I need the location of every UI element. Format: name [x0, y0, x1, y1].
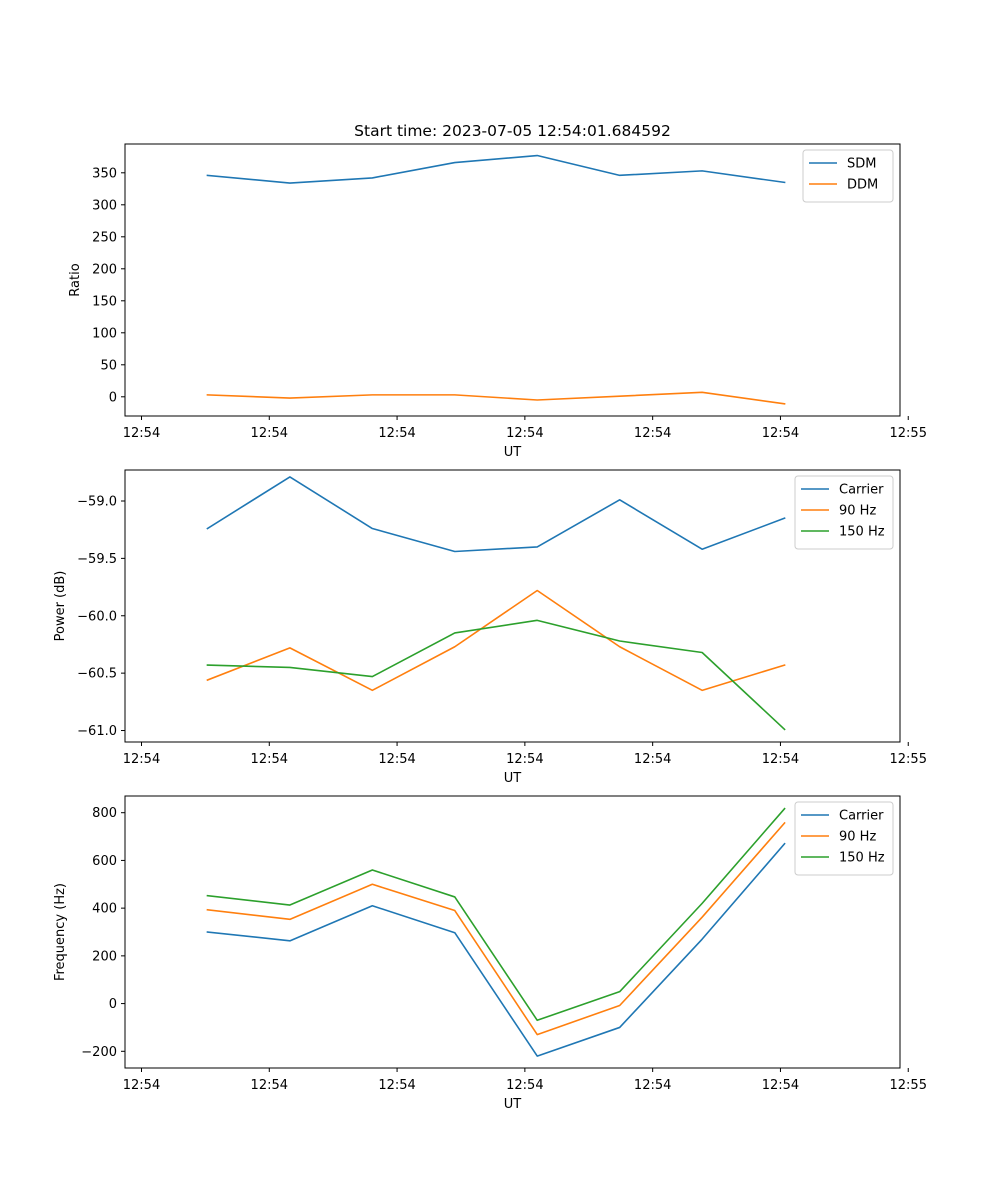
- series-line-sdm: [206, 154, 786, 184]
- x-tick-label: 12:54: [251, 1078, 288, 1093]
- legend: Carrier 90 Hz 150 Hz: [794, 801, 894, 876]
- legend-label: 150 Hz: [839, 851, 885, 866]
- x-tick-label: 12:54: [634, 1078, 671, 1093]
- axes-frame: [124, 795, 901, 1069]
- y-tick-label: 350: [92, 166, 117, 181]
- y-tick-label: 250: [92, 230, 117, 245]
- subplot-3: 12:54 12:54 12:54 12:54 12:54 12:54 12:55 −200 0…: [53, 795, 927, 1112]
- x-tick-label: 12:54: [251, 426, 288, 441]
- y-tick-label: −200: [81, 1045, 117, 1060]
- legend: SDM DDM: [802, 149, 894, 203]
- y-axis-label: Power (dB): [53, 571, 68, 642]
- legend-label: 90 Hz: [839, 504, 876, 519]
- x-tick-label: 12:54: [762, 752, 799, 767]
- x-tick-label: 12:54: [378, 426, 415, 441]
- y-tick-label: −59.0: [77, 494, 117, 509]
- x-tick-label: 12:55: [890, 1078, 927, 1093]
- x-axis-label: UT: [504, 445, 522, 460]
- y-axis-label: Ratio: [68, 263, 83, 296]
- y-tick-label: 0: [109, 390, 117, 405]
- x-tick-label: 12:54: [762, 1078, 799, 1093]
- series-line-150-hz: [206, 619, 786, 731]
- series-line-90-hz: [206, 821, 786, 1036]
- series-line-carrier: [206, 842, 786, 1057]
- x-tick-label: 12:54: [506, 1078, 543, 1093]
- y-tick-label: 200: [92, 949, 117, 964]
- x-tick-label: 12:54: [123, 1078, 160, 1093]
- x-tick-label: 12:55: [890, 426, 927, 441]
- x-tick-label: 12:54: [762, 426, 799, 441]
- x-axis-label: UT: [504, 1097, 522, 1112]
- y-tick-label: −59.5: [77, 552, 117, 567]
- y-tick-label: −60.0: [77, 609, 117, 624]
- subplot-1: 12:54 12:54 12:54 12:54 12:54 12:54 12:55 0 50 10…: [68, 122, 927, 460]
- y-tick-label: 100: [92, 326, 117, 341]
- x-tick-label: 12:54: [506, 426, 543, 441]
- x-tick-label: 12:54: [378, 1078, 415, 1093]
- y-tick-label: 50: [100, 358, 117, 373]
- legend-label: 90 Hz: [839, 830, 876, 845]
- legend-label: SDM: [847, 157, 876, 172]
- axes-frame: [124, 469, 901, 743]
- x-axis-label: UT: [504, 771, 522, 786]
- series-line-carrier: [206, 476, 786, 553]
- legend-label: DDM: [847, 178, 878, 193]
- y-tick-label: 0: [109, 997, 117, 1012]
- legend-label: Carrier: [839, 809, 884, 824]
- y-tick-label: 150: [92, 294, 117, 309]
- y-tick-label: 300: [92, 198, 117, 213]
- series-line-90-hz: [206, 589, 786, 692]
- x-tick-label: 12:54: [123, 426, 160, 441]
- x-tick-label: 12:54: [251, 752, 288, 767]
- x-tick-label: 12:54: [378, 752, 415, 767]
- y-tick-label: 400: [92, 902, 117, 917]
- legend-label: 150 Hz: [839, 525, 885, 540]
- legend-label: Carrier: [839, 483, 884, 498]
- x-tick-label: 12:55: [890, 752, 927, 767]
- legend: Carrier 90 Hz 150 Hz: [794, 475, 894, 550]
- y-tick-label: 800: [92, 806, 117, 821]
- y-tick-label: −61.0: [77, 724, 117, 739]
- series-line-150-hz: [206, 807, 786, 1022]
- x-tick-label: 12:54: [506, 752, 543, 767]
- y-tick-label: 600: [92, 854, 117, 869]
- x-tick-label: 12:54: [634, 426, 671, 441]
- x-tick-label: 12:54: [123, 752, 160, 767]
- chart-title: Start time: 2023-07-05 12:54:01.684592: [354, 122, 671, 140]
- axes-frame: [124, 143, 901, 417]
- y-tick-label: −60.5: [77, 667, 117, 682]
- subplot-2: 12:54 12:54 12:54 12:54 12:54 12:54 12:55 −61.0…: [53, 469, 927, 786]
- y-tick-label: 200: [92, 262, 117, 277]
- y-axis-label: Frequency (Hz): [53, 883, 68, 981]
- series-line-ddm: [206, 391, 786, 405]
- x-tick-label: 12:54: [634, 752, 671, 767]
